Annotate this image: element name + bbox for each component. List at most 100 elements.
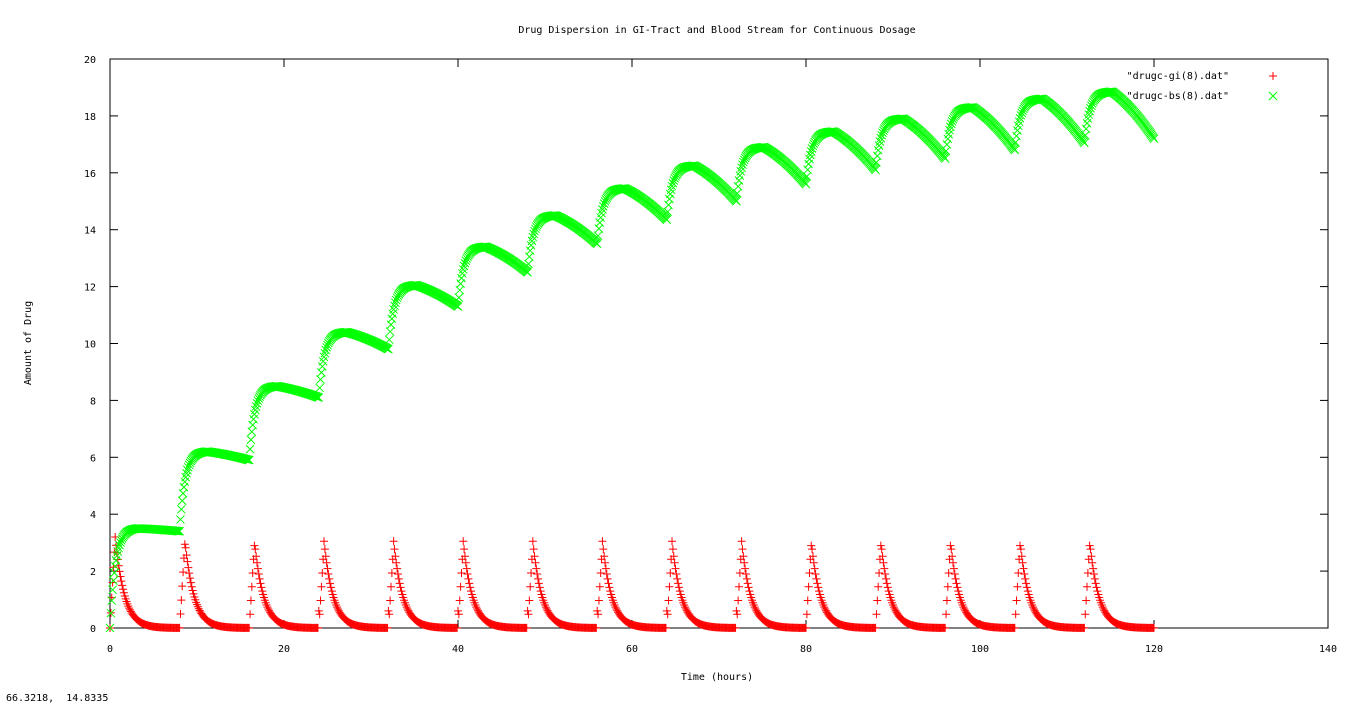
axis-ticks: 0 20 40 60 80 100 120 140 0 2 4 6 8 10 12 14 16 18 20 <box>84 55 1337 655</box>
gi-point <box>603 574 612 583</box>
gi-point <box>124 602 133 611</box>
bs-point <box>460 258 470 268</box>
gi-point <box>528 537 537 546</box>
chart-title: Drug Dispersion in GI-Tract and Blood St… <box>518 25 915 36</box>
gi-point <box>942 610 951 619</box>
bs-point <box>597 208 606 218</box>
gi-point <box>1012 596 1021 605</box>
bs-point <box>459 261 469 271</box>
gi-point <box>739 552 748 561</box>
gi-point <box>664 596 673 605</box>
bs-point <box>321 345 331 355</box>
gi-point <box>1082 596 1091 605</box>
gi-point <box>325 574 334 583</box>
gi-point <box>541 603 550 612</box>
legend-marker-plus-icon <box>1269 72 1277 80</box>
gi-point <box>456 582 465 591</box>
gi-point <box>737 537 746 546</box>
bs-point <box>528 232 538 242</box>
bs-point <box>105 623 115 633</box>
gi-point <box>681 605 690 614</box>
gi-point <box>941 623 950 632</box>
gi-point <box>810 564 819 573</box>
gi-point <box>526 582 535 591</box>
gi-point <box>542 605 551 614</box>
gi-point <box>1022 579 1031 588</box>
gi-point <box>949 564 958 573</box>
bs-point <box>592 239 602 249</box>
gi-point <box>949 558 958 567</box>
gi-point <box>315 610 324 619</box>
gi-point <box>1020 570 1029 579</box>
gi-point <box>317 582 326 591</box>
bs-point <box>524 259 533 269</box>
gi-point <box>194 604 203 613</box>
gi-point <box>185 569 194 578</box>
gi-point <box>327 587 336 596</box>
gi-point <box>257 583 266 592</box>
gi-point <box>534 579 543 588</box>
gi-point <box>255 574 264 583</box>
bs-point <box>946 122 955 132</box>
bs-point <box>942 140 952 149</box>
gi-point <box>314 606 323 615</box>
bs-point <box>529 229 539 239</box>
gi-point <box>594 596 603 605</box>
gi-point <box>193 602 202 611</box>
gi-point <box>1014 569 1023 578</box>
gi-point <box>802 623 810 632</box>
gi-point <box>532 564 541 573</box>
bs-point <box>108 585 117 595</box>
gi-point <box>394 574 403 583</box>
gi-point <box>1099 605 1108 614</box>
gi-point <box>1098 603 1107 612</box>
x-tick-label: 140 <box>1319 644 1337 655</box>
bs-point <box>384 344 393 354</box>
gi-point <box>1089 564 1098 573</box>
x-tick-label: 20 <box>278 644 290 655</box>
bs-point <box>109 576 118 586</box>
bs-point <box>173 526 183 536</box>
bs-point <box>598 205 607 214</box>
gi-point <box>880 564 889 573</box>
bs-point <box>803 165 813 175</box>
gi-point <box>819 601 828 610</box>
gi-point <box>252 552 261 561</box>
y-tick-label: 18 <box>84 112 96 123</box>
gi-point <box>668 545 677 554</box>
bs-point <box>1149 134 1159 144</box>
gi-point <box>523 606 532 615</box>
gi-point <box>601 558 610 567</box>
gi-point <box>598 537 607 546</box>
gi-point <box>610 601 619 610</box>
gi-point <box>262 601 271 610</box>
gi-point <box>804 582 813 591</box>
gi-point <box>1013 582 1022 591</box>
gi-point <box>735 569 744 578</box>
gi-point <box>884 587 893 596</box>
bs-point <box>316 375 325 384</box>
x-tick-label: 120 <box>1145 644 1163 655</box>
gi-point <box>876 541 885 550</box>
bs-point <box>801 179 811 189</box>
gi-point <box>820 603 829 612</box>
gi-point <box>601 564 610 573</box>
gi-point <box>393 570 402 579</box>
bs-point <box>176 515 185 524</box>
bs-point <box>245 444 255 454</box>
bs-point <box>1081 124 1091 134</box>
gi-point <box>395 579 404 588</box>
gi-point <box>873 596 882 605</box>
gi-point <box>740 558 749 567</box>
bs-point <box>314 393 324 402</box>
gi-point <box>181 543 190 552</box>
gi-point <box>460 545 469 554</box>
gi-point <box>179 568 188 577</box>
gi-point <box>385 610 394 619</box>
gi-point <box>125 604 134 613</box>
gi-point <box>402 603 411 612</box>
gi-point <box>393 564 402 573</box>
gi-point <box>1083 582 1092 591</box>
gi-point <box>117 577 126 586</box>
